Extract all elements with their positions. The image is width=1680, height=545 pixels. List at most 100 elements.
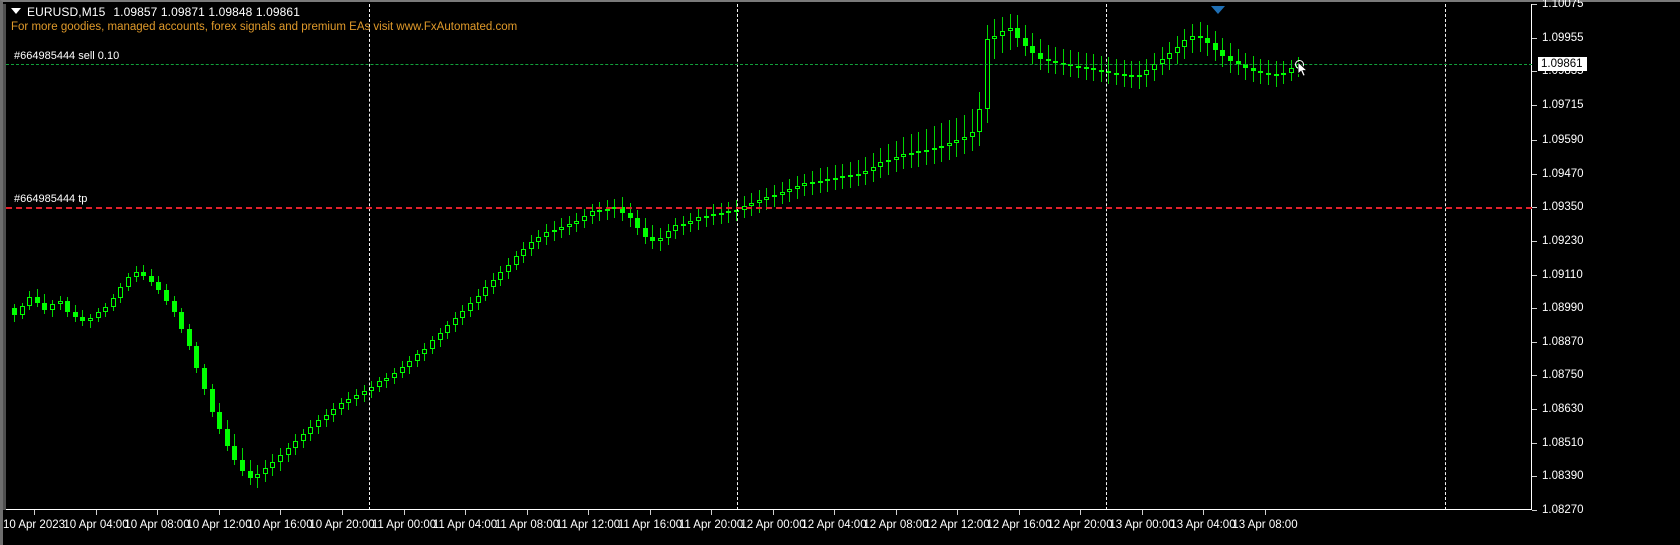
current-price-label: 1.09861 bbox=[1538, 56, 1587, 71]
candle-body bbox=[1212, 43, 1218, 51]
day-separator-12-apr bbox=[737, 4, 738, 510]
candle-body bbox=[194, 346, 200, 369]
candle-wick bbox=[865, 156, 867, 185]
candle-body bbox=[1197, 36, 1203, 39]
time-tick-label: 10 Apr 16:00 bbox=[247, 519, 313, 531]
candle-body bbox=[88, 317, 93, 321]
candle-body bbox=[1121, 74, 1127, 77]
candle-body bbox=[95, 312, 101, 318]
time-tick-mark bbox=[773, 510, 774, 515]
candle-body bbox=[984, 39, 990, 110]
candle-body bbox=[437, 333, 443, 341]
candle-body bbox=[946, 142, 952, 146]
candle-body bbox=[392, 372, 397, 379]
candle-body bbox=[468, 302, 473, 311]
candle-body bbox=[80, 316, 86, 321]
time-axis[interactable]: 10 Apr 2023 10 Apr 04:00 10 Apr 08:00 10 Ap… bbox=[2, 510, 1532, 545]
time-tick-label: 11 Apr 20:00 bbox=[678, 519, 744, 531]
candle-body bbox=[939, 145, 945, 149]
candle-body bbox=[977, 109, 983, 132]
candle-body bbox=[1007, 27, 1013, 31]
symbol-info-line: EURUSD,M15 1.09857 1.09871 1.09848 1.0986… bbox=[11, 5, 300, 19]
price-tick-label: 1.09470 bbox=[1542, 167, 1584, 180]
candle-body bbox=[202, 368, 207, 390]
candle-wick bbox=[819, 167, 821, 194]
candle-body bbox=[810, 182, 815, 184]
candle-body bbox=[126, 277, 131, 288]
price-tick-mark bbox=[1532, 139, 1537, 141]
time-tick-label: 12 Apr 20:00 bbox=[1047, 519, 1113, 531]
candle-wick bbox=[1138, 61, 1140, 90]
candle-body bbox=[224, 428, 230, 446]
day-separator-13-apr bbox=[1106, 4, 1107, 510]
time-tick-mark bbox=[834, 510, 835, 515]
candle-wick bbox=[941, 123, 943, 163]
candle-body bbox=[924, 149, 929, 152]
candle-body bbox=[817, 180, 823, 183]
candle-body bbox=[1091, 68, 1097, 71]
candle-body bbox=[141, 271, 147, 276]
order-line-sell[interactable] bbox=[6, 63, 1532, 65]
time-tick-label: 11 Apr 12:00 bbox=[555, 519, 621, 531]
price-tick-mark bbox=[1532, 476, 1537, 478]
triangle-down-icon[interactable] bbox=[11, 8, 21, 14]
candle-wick bbox=[926, 128, 927, 166]
price-tick-mark bbox=[1532, 71, 1537, 73]
candle-body bbox=[384, 378, 390, 382]
candle-body bbox=[27, 296, 33, 306]
candle-body bbox=[513, 256, 519, 265]
candle-wick bbox=[850, 162, 851, 188]
time-tick-label: 10 Apr 04:00 bbox=[63, 519, 129, 531]
candle-body bbox=[848, 175, 853, 177]
candle-body bbox=[1250, 68, 1256, 72]
price-tick-mark bbox=[1532, 308, 1537, 310]
time-tick-mark bbox=[527, 510, 528, 515]
price-tick-mark bbox=[1532, 274, 1537, 276]
candle-body bbox=[696, 217, 701, 222]
candle-wick bbox=[1009, 13, 1011, 51]
candle-body bbox=[316, 420, 321, 428]
time-tick-mark bbox=[157, 510, 158, 515]
price-tick-mark bbox=[1532, 442, 1537, 444]
candle-body bbox=[893, 156, 899, 160]
candle-body bbox=[1045, 58, 1051, 62]
candle-body bbox=[1288, 68, 1294, 73]
candle-body bbox=[293, 441, 299, 449]
candle-body bbox=[1159, 58, 1165, 65]
candle-body bbox=[1076, 65, 1081, 68]
candle-body bbox=[232, 445, 238, 460]
candle-body bbox=[528, 242, 534, 250]
candle-body bbox=[103, 306, 109, 313]
candle-body bbox=[582, 215, 587, 222]
candle-body bbox=[642, 228, 648, 237]
price-tick-label: 1.09955 bbox=[1542, 31, 1584, 44]
candle-wick bbox=[888, 144, 889, 175]
time-tick-label: 10 Apr 2023 bbox=[2, 519, 66, 531]
candle-body bbox=[247, 470, 253, 478]
candle-body bbox=[1098, 69, 1104, 72]
candle-body bbox=[1136, 75, 1142, 78]
time-tick-mark bbox=[219, 510, 220, 515]
time-tick-mark bbox=[1080, 510, 1081, 515]
price-tick-mark bbox=[1532, 510, 1537, 511]
candle-body bbox=[1053, 61, 1059, 64]
candle-body bbox=[1190, 36, 1195, 41]
candle-body bbox=[931, 148, 937, 151]
candle-body bbox=[840, 176, 846, 179]
candle-body bbox=[1167, 53, 1173, 59]
time-tick-label: 13 Apr 08:00 bbox=[1232, 519, 1298, 531]
candle-body bbox=[65, 301, 71, 313]
candle-wick bbox=[1070, 50, 1072, 77]
price-tick-mark bbox=[1532, 104, 1537, 106]
price-tick-label: 1.10075 bbox=[1542, 0, 1584, 10]
candle-body bbox=[354, 395, 359, 400]
chart-plot-area[interactable]: #664985444 sell 0.10 #664985444 tp bbox=[6, 4, 1532, 510]
time-tick-label: 13 Apr 04:00 bbox=[1170, 519, 1236, 531]
price-tick-mark bbox=[1532, 4, 1537, 5]
order-line-tp[interactable] bbox=[6, 207, 1532, 210]
candle-body bbox=[1273, 74, 1279, 77]
candle-wick bbox=[948, 120, 950, 160]
price-axis[interactable]: 1.10075 1.09955 1.09835 1.09715 1.09590 1.094… bbox=[1532, 0, 1680, 516]
candle-body bbox=[1182, 40, 1188, 48]
candle-body bbox=[217, 411, 223, 429]
